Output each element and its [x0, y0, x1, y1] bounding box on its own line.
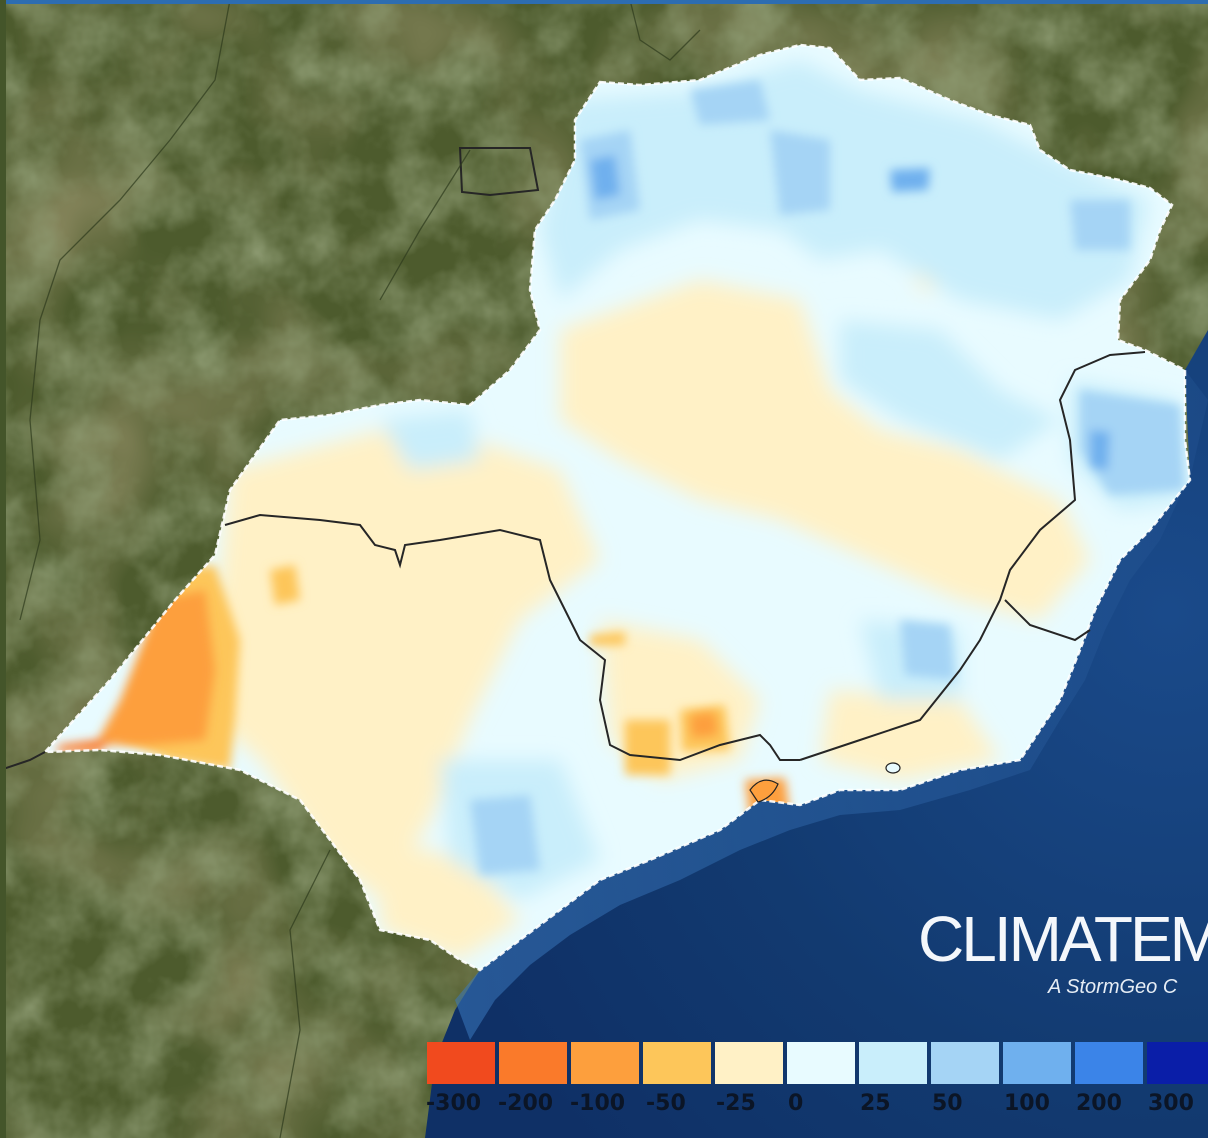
legend-tick-label: 25 — [860, 1091, 891, 1116]
legend-swatch — [1003, 1042, 1071, 1084]
legend-swatch — [787, 1042, 855, 1084]
legend-swatch — [427, 1042, 495, 1084]
legend-swatch — [1147, 1042, 1208, 1084]
legend-tick-label: -100 — [570, 1091, 626, 1116]
legend-tick-label: -300 — [426, 1091, 482, 1116]
legend-tick-label: 300 — [1148, 1091, 1194, 1116]
legend-tick-label: 0 — [788, 1091, 804, 1116]
legend-tick-label: 200 — [1076, 1091, 1122, 1116]
legend-tick-label: 50 — [932, 1091, 963, 1116]
top-accent-bar — [0, 0, 1208, 4]
legend-swatch — [571, 1042, 639, 1084]
left-frame-bar — [0, 0, 6, 1138]
legend-swatch — [931, 1042, 999, 1084]
legend-swatch — [715, 1042, 783, 1084]
legend-tick-label: -25 — [716, 1091, 756, 1116]
legend-tick-label: -200 — [498, 1091, 554, 1116]
legend-tick-label: -50 — [646, 1091, 686, 1116]
legend-swatch — [859, 1042, 927, 1084]
color-legend: -300 -200 -100 -50 -25 0 25 50 100 200 300 — [424, 1042, 1208, 1138]
legend-swatch — [643, 1042, 711, 1084]
legend-swatch — [499, 1042, 567, 1084]
legend-tick-label: 100 — [1004, 1091, 1050, 1116]
legend-swatch — [1075, 1042, 1143, 1084]
